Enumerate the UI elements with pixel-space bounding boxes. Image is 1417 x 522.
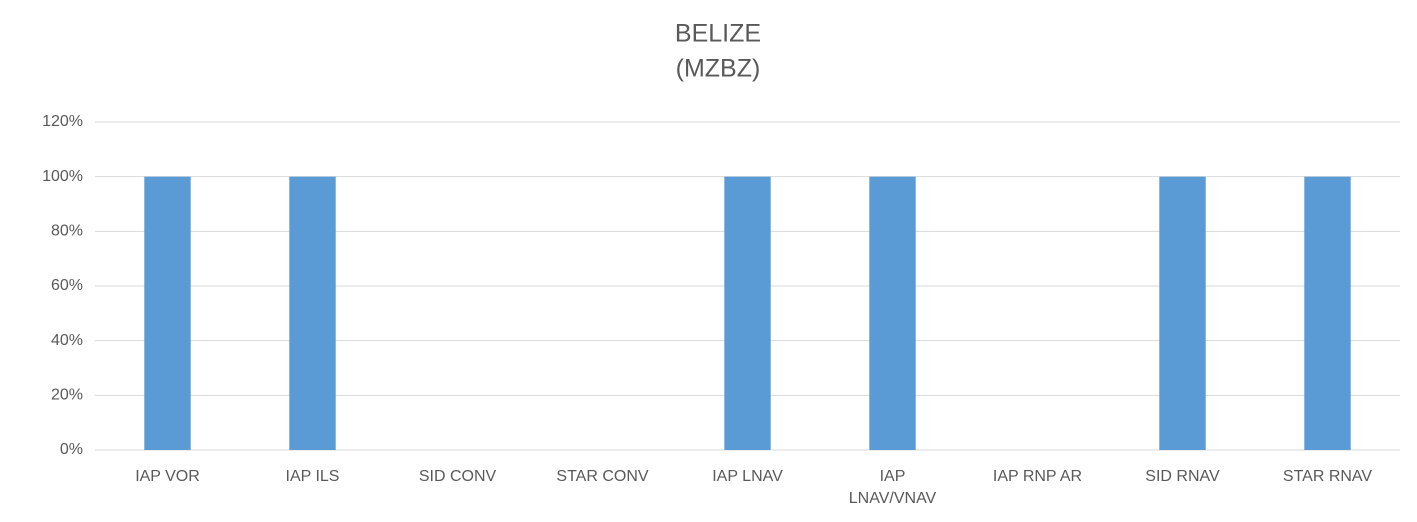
- bar: [144, 176, 191, 450]
- x-tick-label: IAP RNP AR: [992, 468, 1083, 485]
- x-tick-label: IAP LNAV: [712, 468, 783, 485]
- y-tick-label: 100%: [42, 168, 83, 185]
- y-tick-label: 0%: [60, 441, 83, 458]
- y-tick-label: 80%: [51, 223, 83, 240]
- bar: [724, 176, 771, 450]
- chart-title: BELIZE: [675, 20, 761, 48]
- x-tick-label: STAR RNAV: [1282, 468, 1373, 485]
- x-tick-label: IAP ILS: [285, 468, 340, 485]
- bar: [869, 176, 916, 450]
- x-tick-label: SID CONV: [418, 468, 497, 485]
- bar: [1304, 176, 1351, 450]
- x-tick-label: STAR CONV: [556, 468, 649, 485]
- x-tick-label: IAP LNAV/VNAV: [848, 468, 937, 507]
- y-tick-label: 40%: [51, 332, 83, 349]
- chart-title: (MZBZ): [676, 55, 761, 83]
- x-tick-label: IAP VOR: [135, 468, 200, 485]
- y-tick-label: 120%: [42, 113, 83, 130]
- bar: [289, 176, 336, 450]
- y-tick-label: 60%: [51, 277, 83, 294]
- bar: [1159, 176, 1206, 450]
- y-tick-label: 20%: [51, 387, 83, 404]
- x-tick-label: SID RNAV: [1145, 468, 1220, 485]
